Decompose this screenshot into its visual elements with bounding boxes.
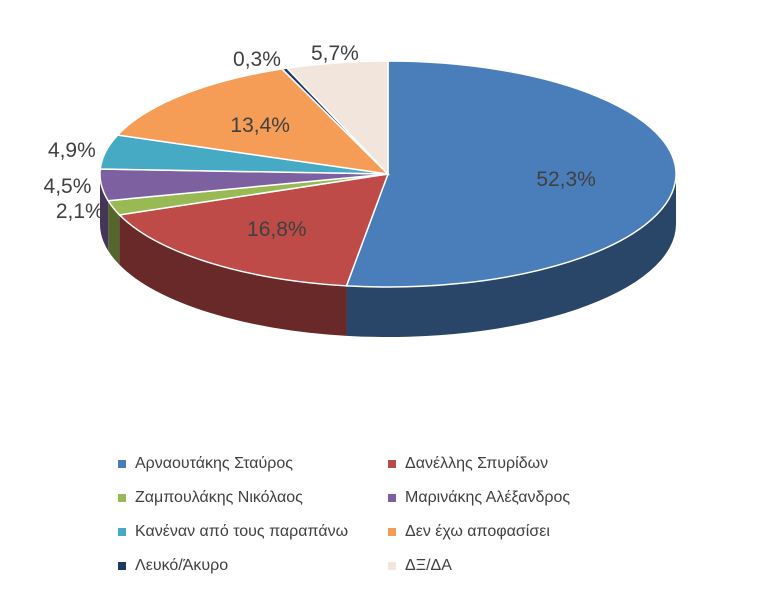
legend-swatch-icon xyxy=(118,460,126,468)
legend-swatch-icon xyxy=(388,494,396,502)
legend-label: Δεν έχω αποφασίσει xyxy=(405,523,550,540)
pie-slice-side xyxy=(346,174,676,338)
pie-chart-svg: 52,3% 16,8% 2,1%4,5% 4,9% 13,4% 0,3% 5,7% xyxy=(44,42,677,338)
pie-slice-side xyxy=(119,214,347,336)
data-label: 0,3% xyxy=(233,48,281,71)
legend-item-danellis: Δανέλλης Σπυρίδων xyxy=(388,452,638,476)
chart-legend: Αρναουτάκης Σταύρος Δανέλλης Σπυρίδων Ζα… xyxy=(118,452,638,578)
data-label: 4,9% xyxy=(48,139,96,162)
pie-side-walls xyxy=(100,174,676,338)
data-label: 4,5% xyxy=(44,175,92,198)
data-label: 52,3% xyxy=(536,168,596,191)
pie-slice xyxy=(117,173,390,287)
legend-item-blank-invalid: Λευκό/Άκυρο xyxy=(118,554,388,578)
legend-item-zampoulakis: Ζαμπουλάκης Νικόλαος xyxy=(118,486,388,510)
data-label: 2,1% xyxy=(56,200,104,223)
legend-item-none-of-above: Κανέναν από τους παραπάνω xyxy=(118,520,388,544)
legend-label: Λευκό/Άκυρο xyxy=(135,557,229,574)
data-label: 16,8% xyxy=(247,218,307,241)
legend-label: Ζαμπουλάκης Νικόλαος xyxy=(135,489,303,506)
legend-item-dk-na: ΔΞ/ΔΑ xyxy=(388,554,638,578)
pie-slice-side xyxy=(100,174,109,251)
pie-slice xyxy=(345,60,677,288)
pie-top xyxy=(99,60,677,288)
pie-slice xyxy=(116,68,391,176)
legend-item-arnaoutakis: Αρναουτάκης Σταύρος xyxy=(118,452,388,476)
legend-item-marinakis: Μαρινάκης Αλέξανδρος xyxy=(388,486,638,510)
legend-label: Δανέλλης Σπυρίδων xyxy=(405,455,549,472)
legend-label: Μαρινάκης Αλέξανδρος xyxy=(405,489,571,506)
legend-label: Κανέναν από τους παραπάνω xyxy=(135,523,349,540)
legend-swatch-icon xyxy=(118,494,126,502)
pie-slice xyxy=(285,60,389,176)
data-label: 5,7% xyxy=(311,42,359,65)
legend-swatch-icon xyxy=(118,562,126,570)
data-labels: 52,3% 16,8% 2,1%4,5% 4,9% 13,4% 0,3% 5,7% xyxy=(44,42,596,241)
legend-label: ΔΞ/ΔΑ xyxy=(405,557,452,574)
legend-swatch-icon xyxy=(388,460,396,468)
legend-label: Αρναουτάκης Σταύρος xyxy=(135,455,293,472)
legend-item-undecided: Δεν έχω αποφασίσει xyxy=(388,520,638,544)
legend-swatch-icon xyxy=(118,528,126,536)
data-label: 13,4% xyxy=(230,114,290,137)
pie-slice-side xyxy=(108,200,120,265)
legend-swatch-icon xyxy=(388,528,396,536)
legend-swatch-icon xyxy=(388,562,396,570)
